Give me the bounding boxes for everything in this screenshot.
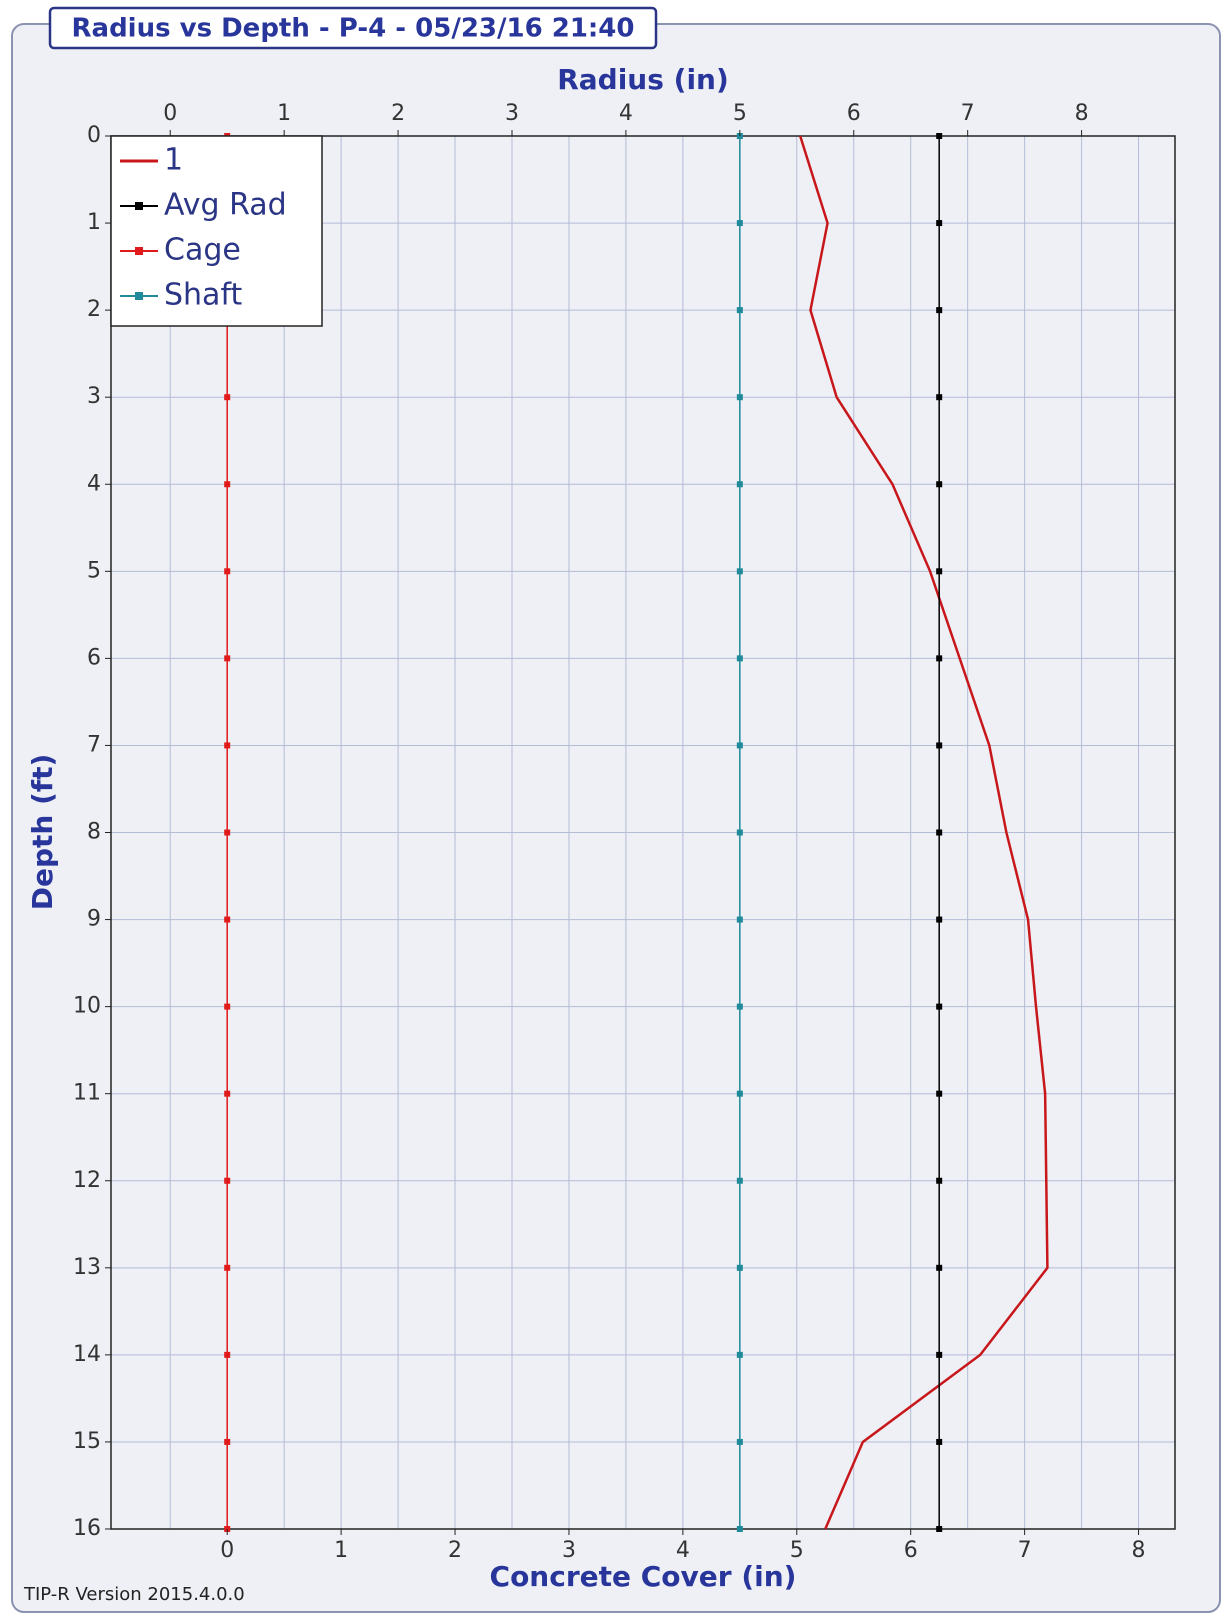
x2-tick-label: 4 — [676, 1538, 690, 1563]
point-marker — [936, 655, 943, 662]
legend-marker — [135, 202, 143, 210]
y-tick-label: 16 — [73, 1516, 101, 1541]
title-box — [48, 6, 658, 50]
point-marker — [224, 1351, 231, 1358]
y-tick-label: 15 — [73, 1429, 101, 1454]
legend-label: Cage — [164, 233, 241, 268]
point-marker — [936, 133, 943, 139]
point-marker — [224, 568, 231, 575]
footer: TIP-R Version 2015.4.0.0 — [23, 1584, 245, 1605]
y-tick-label: 12 — [73, 1168, 101, 1193]
point-marker — [224, 394, 231, 401]
y-tick-label: 6 — [87, 645, 101, 670]
x-tick-label: 4 — [619, 101, 633, 126]
y-tick-label: 11 — [73, 1081, 101, 1106]
point-marker — [936, 1264, 943, 1271]
point-marker — [936, 394, 943, 401]
point-marker — [936, 1351, 943, 1358]
point-marker — [736, 916, 743, 923]
legend-box — [110, 135, 323, 327]
point-marker — [736, 307, 743, 314]
point-marker — [936, 481, 943, 488]
x2-tick-label: 1 — [334, 1538, 348, 1563]
legend-marker — [135, 247, 143, 255]
y-tick-label: 2 — [87, 297, 101, 322]
x2-tick-label: 0 — [220, 1538, 234, 1563]
y-tick-label: 0 — [87, 123, 101, 148]
series — [224, 133, 1049, 1532]
point-marker — [224, 1003, 231, 1010]
point-marker — [736, 829, 743, 836]
x-tick-label: 6 — [847, 101, 861, 126]
point-marker — [936, 307, 943, 314]
point-marker — [936, 1177, 943, 1184]
point-marker — [936, 916, 943, 923]
x2-tick-label: 8 — [1132, 1538, 1146, 1563]
x-tick-label: 2 — [391, 101, 405, 126]
x2-tick-label: 2 — [448, 1538, 462, 1563]
series-line — [799, 135, 1049, 1530]
point-marker — [224, 481, 231, 488]
point-marker — [936, 1003, 943, 1010]
x-tick-label: 1 — [277, 101, 291, 126]
y-axis-title: Depth (ft) — [26, 754, 59, 911]
point-marker — [736, 1177, 743, 1184]
y-tick-label: 5 — [87, 558, 101, 583]
x2-axis-title: Concrete Cover (in) — [490, 1560, 797, 1593]
point-marker — [736, 568, 743, 575]
legend-label: Avg Rad — [164, 188, 287, 223]
point-marker — [224, 655, 231, 662]
point-marker — [736, 1438, 743, 1445]
y-tick-label: 14 — [73, 1342, 101, 1367]
x2-tick-label: 6 — [904, 1538, 918, 1563]
y-tick-label: 7 — [87, 732, 101, 757]
y-tick-label: 1 — [87, 210, 101, 235]
x-tick-label: 3 — [505, 101, 519, 126]
point-marker — [736, 394, 743, 401]
point-marker — [736, 1090, 743, 1097]
y-tick-label: 13 — [73, 1255, 101, 1280]
x-axis-title: Radius (in) — [557, 63, 729, 96]
legend-marker — [135, 292, 143, 300]
point-marker — [224, 742, 231, 749]
point-marker — [936, 1526, 943, 1532]
legend: 1 Avg Rad Cage Shaft — [110, 135, 323, 327]
point-marker — [936, 1438, 943, 1445]
y-tick-label: 8 — [87, 820, 101, 845]
point-marker — [224, 1090, 231, 1097]
point-marker — [736, 1003, 743, 1010]
x2-tick-label: 7 — [1018, 1538, 1032, 1563]
point-marker — [736, 1526, 743, 1532]
point-marker — [224, 1438, 231, 1445]
x2-tick-label: 3 — [562, 1538, 576, 1563]
point-marker — [936, 742, 943, 749]
point-marker — [736, 742, 743, 749]
x-tick-label: 5 — [733, 101, 747, 126]
y-tick-label: 9 — [87, 907, 101, 932]
chart-title: Radius vs Depth - P-4 - 05/23/16 21:40 — [72, 14, 635, 44]
legend-label: Shaft — [164, 278, 242, 313]
point-marker — [736, 655, 743, 662]
point-marker — [736, 1351, 743, 1358]
x-tick-label: 0 — [163, 101, 177, 126]
point-marker — [736, 1264, 743, 1271]
point-marker — [936, 829, 943, 836]
point-marker — [936, 220, 943, 227]
y-tick-label: 4 — [87, 471, 101, 496]
point-marker — [736, 481, 743, 488]
y-tick-label: 3 — [87, 384, 101, 409]
point-marker — [936, 1090, 943, 1097]
x2-tick-label: 5 — [790, 1538, 804, 1563]
point-marker — [224, 1264, 231, 1271]
point-marker — [224, 916, 231, 923]
legend-label: 1 — [164, 143, 183, 178]
point-marker — [224, 1177, 231, 1184]
x-tick-label: 8 — [1075, 101, 1089, 126]
point-marker — [936, 568, 943, 575]
y-tick-label: 10 — [73, 994, 101, 1019]
point-marker — [224, 829, 231, 836]
point-marker — [736, 220, 743, 227]
x-tick-label: 7 — [961, 101, 975, 126]
